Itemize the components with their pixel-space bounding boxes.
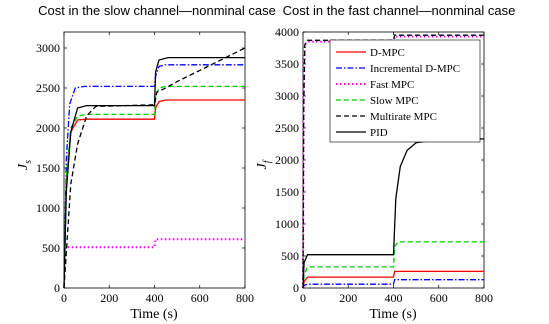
fast-x-tick-label: 800: [475, 291, 493, 305]
slow-x-tick-label: 0: [61, 291, 67, 305]
legend-items: D-MPC Incremental D-MPC Fast MPC Slow MPC Mu…: [336, 47, 460, 139]
fast-y-tick-label: 1000: [275, 217, 299, 231]
fast-x-tick-label: 600: [430, 291, 448, 305]
slow-x-tick-label: 600: [191, 291, 209, 305]
slow-y-axis-label: Js: [16, 160, 34, 170]
slow-series-incremental-d-mpc: [63, 64, 245, 289]
chart-fast-channel: Cost in the fast channel—nonminal case 0…: [255, 3, 515, 322]
fast-y-axis-label: Jf: [255, 159, 273, 169]
legend-box: [329, 39, 481, 143]
slow-y-tick-label: 2500: [36, 81, 60, 95]
slow-x-axis-label: Time (s): [130, 307, 178, 322]
fast-y-label-main: J: [255, 163, 270, 170]
fast-x-tick-label: 400: [385, 291, 403, 305]
slow-y-tick-label: 1500: [36, 161, 60, 175]
legend-label: Incremental D-MPC: [370, 63, 460, 75]
slow-x-tick-label: 200: [100, 291, 118, 305]
fast-y-tick-label: 3500: [275, 57, 299, 71]
chart-slow-channel: Cost in the slow channel—nonminal case 0…: [16, 3, 276, 322]
slow-series-pid: [63, 56, 245, 289]
slow-plot-area: [63, 31, 246, 289]
legend-label: Multirate MPC: [370, 111, 437, 123]
fast-x-ticks: 0 200 400 600 800: [300, 32, 493, 305]
legend: D-MPC Incremental D-MPC Fast MPC Slow MPC Mu…: [329, 39, 481, 143]
legend-label: Slow MPC: [370, 95, 419, 107]
fast-y-tick-label: 500: [281, 249, 299, 263]
fast-y-tick-label: 3000: [275, 89, 299, 103]
fast-series-fast-mpc: [302, 35, 484, 289]
fast-series-incremental-d-mpc: [302, 279, 484, 289]
slow-y-tick-label: 3000: [36, 41, 60, 55]
fast-y-ticks: 0 500 1000 1500 2000 2500 3000 3500 4000: [275, 25, 484, 295]
fast-y-tick-label: 4000: [275, 25, 299, 39]
fast-y-label-sub: f: [262, 159, 273, 163]
fast-y-tick-label: 2500: [275, 121, 299, 135]
fast-chart-title: Cost in the fast channel—nonminal case: [283, 3, 516, 18]
slow-y-ticks: 0 500 1000 1500 2000 2500 3000: [36, 41, 245, 295]
fast-y-tick-label: 2000: [275, 153, 299, 167]
slow-series-slow-mpc: [63, 85, 245, 289]
slow-y-tick-label: 500: [42, 241, 60, 255]
fast-x-tick-label: 200: [339, 291, 357, 305]
slow-chart-title: Cost in the slow channel—nonminal case: [38, 3, 276, 18]
slow-y-label-main: J: [16, 163, 31, 170]
legend-label: PID: [370, 127, 388, 139]
slow-y-tick-label: 0: [54, 281, 60, 295]
fast-x-axis-label: Time (s): [369, 307, 417, 322]
slow-y-label-sub: s: [23, 160, 34, 164]
fast-y-tick-label: 1500: [275, 185, 299, 199]
slow-y-tick-label: 2000: [36, 121, 60, 135]
legend-label: D-MPC: [370, 47, 405, 59]
fast-y-tick-label: 0: [293, 281, 299, 295]
fast-series-multirate-mpc: [302, 34, 484, 289]
slow-series-multirate-mpc: [63, 47, 246, 289]
slow-x-tick-label: 400: [146, 291, 164, 305]
slow-y-tick-label: 1000: [36, 201, 60, 215]
slow-x-tick-label: 800: [236, 291, 254, 305]
fast-x-tick-label: 0: [300, 291, 306, 305]
slow-series-lines: [63, 47, 246, 289]
slow-x-ticks: 0 200 400 600 800: [61, 32, 254, 305]
legend-label: Fast MPC: [370, 79, 414, 91]
